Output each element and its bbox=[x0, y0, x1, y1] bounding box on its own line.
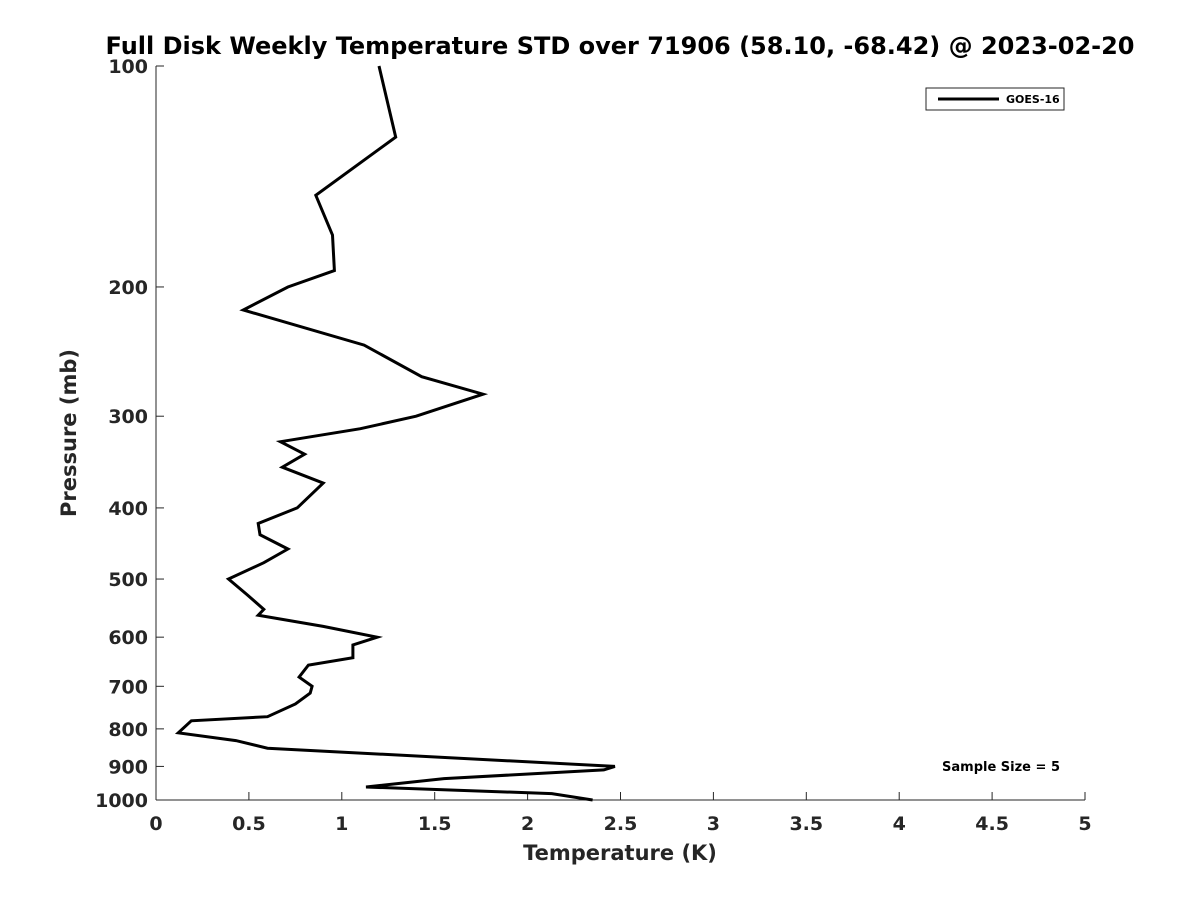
y-tick-label: 300 bbox=[108, 406, 148, 428]
x-tick-label: 2 bbox=[521, 813, 534, 835]
y-tick-label: 200 bbox=[108, 277, 148, 299]
x-tick-label: 0.5 bbox=[232, 813, 266, 835]
y-tick-label: 700 bbox=[108, 676, 148, 698]
y-tick-label: 900 bbox=[108, 756, 148, 778]
x-tick-label: 0 bbox=[149, 813, 162, 835]
x-tick-label: 4 bbox=[893, 813, 906, 835]
y-tick-label: 500 bbox=[108, 569, 148, 591]
y-tick-label: 1000 bbox=[95, 790, 148, 812]
legend-label: GOES-16 bbox=[1006, 93, 1060, 106]
y-tick-label: 100 bbox=[108, 56, 148, 78]
y-tick-label: 400 bbox=[108, 498, 148, 520]
y-ticks: 100 200 300 400 500 600 700 800 900 1000 bbox=[95, 56, 164, 812]
sample-size-annotation: Sample Size = 5 bbox=[942, 760, 1060, 775]
x-tick-label: 1 bbox=[335, 813, 348, 835]
y-axis-label: Pressure (mb) bbox=[57, 349, 81, 517]
y-tick-label: 800 bbox=[108, 719, 148, 741]
legend: GOES-16 bbox=[925, 87, 1065, 111]
x-ticks: 0 0.5 1 1.5 2 2.5 3 3.5 4 4.5 5 bbox=[149, 792, 1092, 835]
x-tick-label: 5 bbox=[1078, 813, 1091, 835]
y-tick-label: 600 bbox=[108, 627, 148, 649]
x-axis-label: Temperature (K) bbox=[523, 841, 717, 865]
x-tick-label: 4.5 bbox=[975, 813, 1009, 835]
chart-title: Full Disk Weekly Temperature STD over 71… bbox=[106, 32, 1135, 60]
x-tick-label: 3 bbox=[707, 813, 720, 835]
series-layer bbox=[174, 65, 616, 802]
x-tick-label: 1.5 bbox=[418, 813, 452, 835]
series-line-goes-16 bbox=[174, 65, 616, 802]
x-tick-label: 2.5 bbox=[604, 813, 638, 835]
x-tick-label: 3.5 bbox=[789, 813, 823, 835]
